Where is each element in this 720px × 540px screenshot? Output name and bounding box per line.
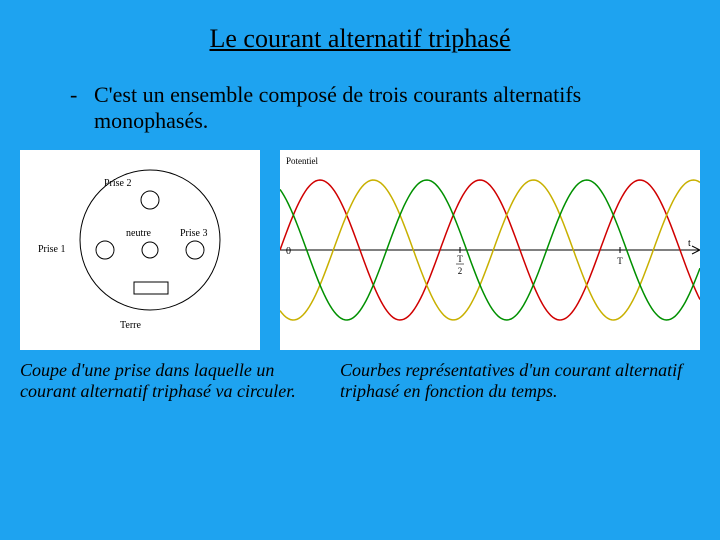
svg-text:T: T: [457, 254, 463, 264]
bullet-item: - C'est un ensemble composé de trois cou…: [70, 82, 650, 134]
wave-chart-panel: 0 t Potentiel T 2 T: [280, 150, 700, 350]
page-title: Le courant alternatif triphasé: [0, 24, 720, 54]
diagrams-row: Prise 2 Prise 1 neutre Prise 3 Terre 0 t Poten…: [0, 150, 720, 350]
svg-text:t: t: [688, 238, 691, 249]
svg-text:Potentiel: Potentiel: [286, 156, 318, 166]
bullet-text: C'est un ensemble composé de trois coura…: [94, 82, 650, 134]
caption-left: Coupe d'une prise dans laquelle un coura…: [20, 360, 320, 402]
wave-chart: 0 t Potentiel T 2 T: [280, 150, 700, 350]
svg-text:neutre: neutre: [126, 228, 152, 239]
svg-text:2: 2: [458, 266, 463, 276]
svg-text:T: T: [617, 256, 623, 266]
caption-right: Courbes représentatives d'un courant alt…: [340, 360, 700, 402]
captions-row: Coupe d'une prise dans laquelle un coura…: [0, 350, 720, 402]
svg-text:Terre: Terre: [120, 320, 142, 331]
svg-text:Prise 1: Prise 1: [38, 244, 66, 255]
socket-diagram: Prise 2 Prise 1 neutre Prise 3 Terre: [20, 150, 260, 350]
bullet-dash: -: [70, 82, 94, 134]
svg-text:Prise 2: Prise 2: [104, 178, 132, 189]
svg-text:0: 0: [286, 246, 291, 257]
socket-diagram-panel: Prise 2 Prise 1 neutre Prise 3 Terre: [20, 150, 260, 350]
svg-text:Prise 3: Prise 3: [180, 228, 208, 239]
